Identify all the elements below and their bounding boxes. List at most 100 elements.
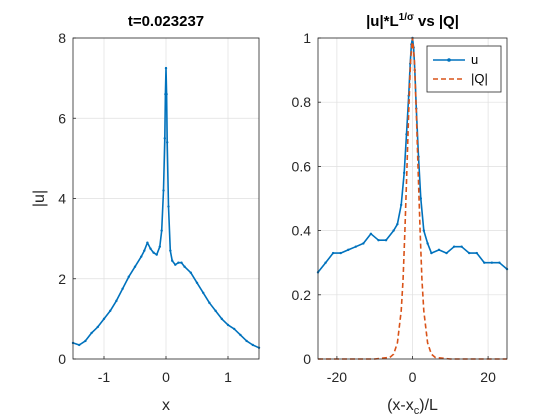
right-data-point	[452, 245, 456, 248]
left-subplot: -1 0 1 0 2 4 6 8 t=0.023237 x |u|	[31, 13, 261, 414]
left-y-tick-label: 0	[58, 351, 66, 367]
left-data-point	[239, 333, 242, 337]
right-chart-title: |u|*L1/σ vs |Q|	[366, 12, 459, 30]
right-data-point	[437, 248, 441, 252]
right-title-suffix: vs |Q|	[414, 13, 459, 30]
left-x-tick-label: 0	[162, 369, 170, 385]
left-data-point	[171, 259, 174, 262]
left-data-point	[115, 299, 118, 303]
right-data-point	[369, 232, 373, 236]
left-y-axis-label: |u|	[31, 190, 48, 207]
left-data-point	[174, 263, 177, 266]
left-data-point	[133, 265, 137, 268]
right-x-tick-label: 0	[409, 369, 417, 385]
right-grid	[318, 37, 507, 360]
right-data-point	[331, 251, 335, 255]
left-data-point	[90, 331, 93, 335]
right-data-point	[445, 251, 448, 255]
right-data-point	[377, 239, 380, 242]
right-data-point	[347, 248, 350, 252]
left-data-point	[84, 339, 87, 343]
left-data-point	[96, 325, 100, 329]
legend-q-label: |Q|	[471, 71, 488, 86]
left-data-point	[208, 301, 211, 305]
left-data-point	[202, 291, 205, 294]
right-y-tick-label: 0.4	[292, 223, 312, 239]
right-y-tick-label: 1	[303, 30, 311, 46]
right-data-point	[483, 261, 486, 264]
left-data-point	[102, 317, 106, 321]
right-data-point	[339, 251, 342, 255]
right-data-point	[396, 222, 399, 226]
left-chart-title: t=0.023237	[128, 13, 204, 30]
left-data-point	[226, 323, 230, 327]
left-data-point	[149, 247, 152, 250]
left-series-abs-u-line	[72, 67, 260, 349]
left-data-point	[158, 245, 161, 248]
right-data-point	[405, 133, 408, 136]
right-data-point	[422, 229, 426, 232]
left-y-tick-label: 4	[58, 191, 66, 207]
right-data-point	[475, 251, 478, 255]
left-data-point	[180, 261, 183, 264]
right-title-superscript: 1/σ	[399, 12, 414, 23]
left-data-point	[140, 255, 143, 258]
left-y-tick-label: 8	[58, 30, 66, 46]
left-data-point	[109, 309, 112, 313]
right-xlabel-suffix: )/L	[419, 397, 438, 414]
left-y-tick-label: 2	[58, 271, 66, 287]
legend-box	[426, 45, 502, 93]
right-data-point	[498, 261, 501, 264]
right-y-tick-label: 0	[303, 351, 311, 367]
left-x-axis-label: x	[162, 397, 170, 414]
left-data-point	[162, 189, 165, 192]
left-data-point	[166, 141, 169, 144]
left-data-point	[189, 271, 192, 274]
right-xlabel-main: (x-x	[387, 397, 414, 414]
legend: u |Q|	[426, 45, 502, 93]
right-data-point	[324, 261, 327, 264]
left-data-point	[245, 339, 248, 343]
right-tick-labels: -20 0 20 0 0.2 0.4 0.6 0.8 1	[292, 30, 497, 385]
right-data-point	[430, 251, 433, 255]
left-data-point	[233, 327, 236, 331]
left-data-point	[152, 251, 155, 254]
left-data-point	[78, 343, 81, 347]
right-y-tick-label: 0.6	[292, 158, 312, 174]
left-data-point	[169, 249, 172, 252]
legend-u-marker	[447, 58, 451, 62]
right-title-main: |u|*L	[366, 13, 399, 30]
right-y-tick-label: 0.2	[292, 287, 312, 303]
right-x-tick-label: -20	[327, 369, 347, 385]
right-data-point	[468, 251, 471, 255]
left-data-point	[220, 317, 223, 321]
right-data-point	[490, 261, 494, 264]
right-data-point	[402, 171, 406, 175]
right-x-axis-label: (x-xc)/L	[387, 397, 438, 417]
left-data-point	[167, 205, 170, 208]
right-xlabel-subscript: c	[414, 405, 420, 417]
left-data-point	[155, 253, 158, 256]
left-data-point	[183, 265, 186, 268]
left-data-point	[160, 229, 163, 232]
right-data-point	[419, 197, 423, 200]
left-series-group	[71, 66, 261, 349]
left-x-tick-label: -1	[98, 369, 111, 385]
left-data-point	[164, 66, 168, 70]
right-data-point	[362, 242, 365, 245]
left-data-point	[214, 309, 217, 313]
left-data-point	[177, 261, 180, 264]
right-data-point	[384, 239, 388, 242]
left-data-point	[127, 275, 130, 278]
left-data-point	[146, 241, 149, 244]
left-data-point	[121, 287, 124, 290]
right-data-point	[426, 242, 429, 245]
left-data-point	[143, 249, 146, 252]
right-x-tick-label: 20	[480, 369, 496, 385]
legend-u-label: u	[471, 52, 478, 67]
right-y-tick-label: 0.8	[292, 94, 312, 110]
left-data-point	[195, 281, 199, 284]
right-data-point	[460, 245, 463, 248]
